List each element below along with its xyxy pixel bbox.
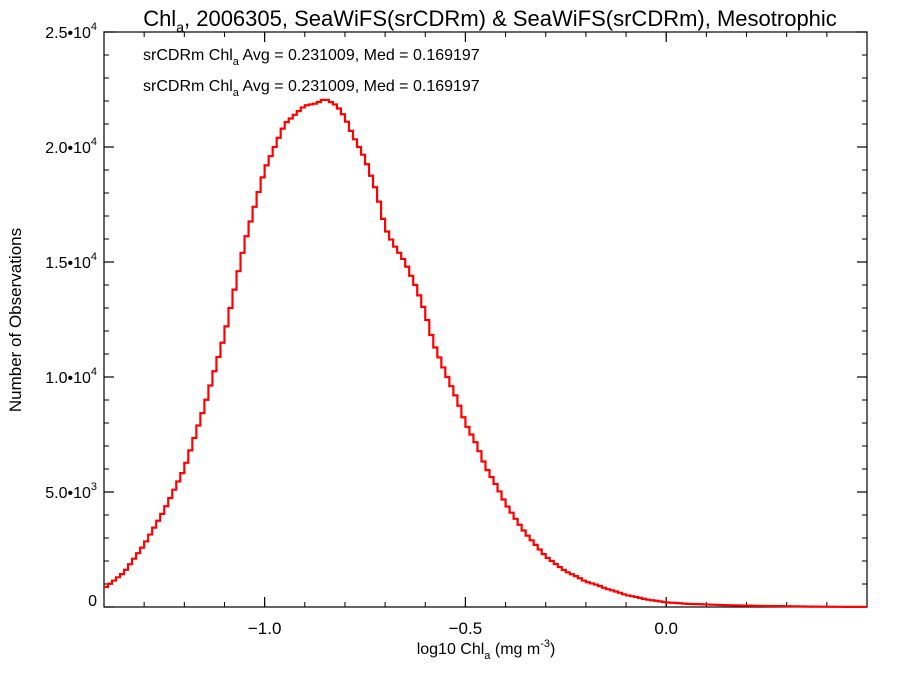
y-tick-mantissa: 0 xyxy=(88,593,97,610)
x-axis-ticks: −1.0 −0.5 0.0 xyxy=(103,32,868,638)
x-label-sup: -3 xyxy=(540,638,550,650)
y-tick-exponent: 3 xyxy=(91,481,97,493)
y-tick-exponent: 4 xyxy=(91,136,97,148)
annotation-pre: srCDRm Chl xyxy=(143,78,233,95)
y-tick-mantissa: 2.0•10 xyxy=(45,140,91,157)
y-tick-exponent: 4 xyxy=(91,366,97,378)
y-tick-label: 1.0•104 xyxy=(45,366,97,387)
x-label-sub: a xyxy=(484,650,491,662)
annotation-sub: a xyxy=(233,56,240,68)
y-tick-mantissa: 1.5•10 xyxy=(45,255,91,272)
x-tick-label: 0.0 xyxy=(654,619,678,638)
y-tick-mantissa: 1.0•10 xyxy=(45,370,91,387)
y-tick-mantissa: 5.0•10 xyxy=(45,485,91,502)
plot-frame xyxy=(103,31,868,608)
x-tick-label: −0.5 xyxy=(449,619,483,638)
y-tick-label: 0 xyxy=(88,593,97,610)
y-tick-label: 1.5•104 xyxy=(45,251,97,272)
stats-annotation-black: srCDRm Chla Avg = 0.231009, Med = 0.1691… xyxy=(143,47,480,68)
y-tick-label: 2.5•104 xyxy=(45,21,97,42)
annotation-sub: a xyxy=(233,87,240,99)
y-tick-exponent: 4 xyxy=(91,251,97,263)
x-label-post: (mg m xyxy=(490,641,540,658)
x-label-end: ) xyxy=(550,641,555,658)
annotation-pre: srCDRm Chl xyxy=(143,47,233,64)
chart-title-sub: a xyxy=(176,19,184,35)
histogram-series-line xyxy=(104,98,867,609)
x-label-pre: log10 Chl xyxy=(417,641,485,658)
chart-title-post: , 2006305, SeaWiFS(srCDRm) & SeaWiFS(srC… xyxy=(184,6,837,31)
y-axis-label: Number of Observations xyxy=(6,228,25,412)
stats-annotation-red: srCDRm Chla Avg = 0.231009, Med = 0.1691… xyxy=(143,78,480,99)
x-axis-label: log10 Chla (mg m-3) xyxy=(417,638,556,662)
y-tick-exponent: 4 xyxy=(91,21,97,33)
x-tick-label: −1.0 xyxy=(248,619,282,638)
chart-title: Chla, 2006305, SeaWiFS(srCDRm) & SeaWiFS… xyxy=(143,6,837,35)
annotation-post: Avg = 0.231009, Med = 0.169197 xyxy=(239,78,480,95)
y-tick-label: 2.0•104 xyxy=(45,136,97,157)
annotation-post: Avg = 0.231009, Med = 0.169197 xyxy=(239,47,480,64)
y-tick-mantissa: 2.5•10 xyxy=(45,25,91,42)
y-tick-label: 5.0•103 xyxy=(45,481,97,502)
series-group xyxy=(104,98,867,609)
chart-title-pre: Chl xyxy=(143,6,176,31)
